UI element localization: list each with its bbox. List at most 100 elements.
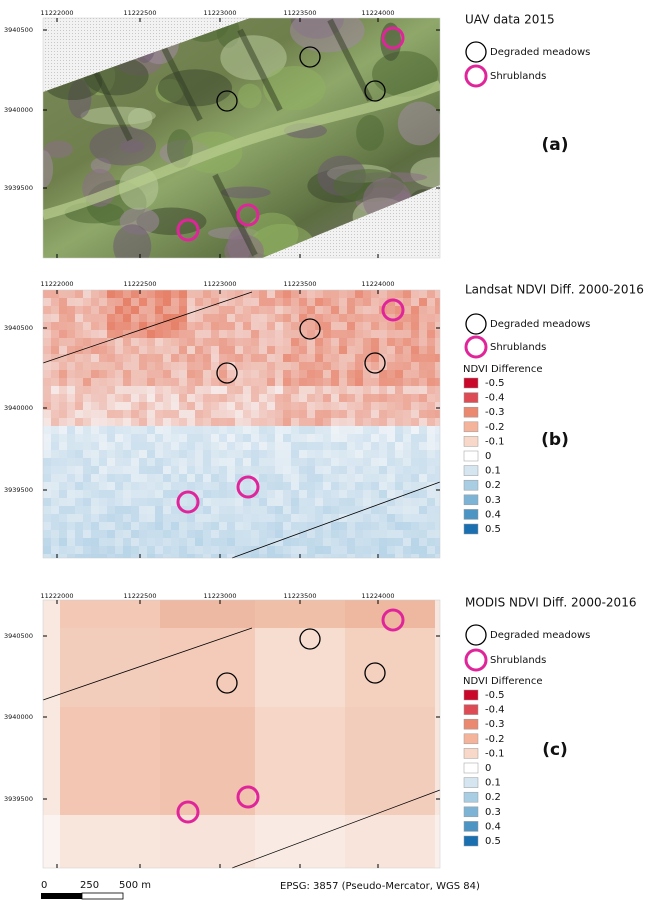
landsat-pixel bbox=[379, 498, 387, 506]
landsat-pixel bbox=[131, 410, 139, 418]
landsat-pixel bbox=[147, 506, 155, 514]
landsat-pixel bbox=[171, 482, 179, 490]
landsat-pixel bbox=[363, 546, 371, 554]
landsat-pixel bbox=[339, 434, 347, 442]
landsat-pixel bbox=[139, 362, 147, 370]
landsat-pixel bbox=[315, 410, 323, 418]
landsat-pixel bbox=[395, 290, 403, 298]
legend-class-label: 0 bbox=[485, 763, 491, 774]
landsat-pixel bbox=[59, 474, 67, 482]
landsat-pixel bbox=[347, 506, 355, 514]
landsat-pixel bbox=[347, 522, 355, 530]
landsat-pixel bbox=[403, 338, 411, 346]
landsat-pixel bbox=[411, 450, 419, 458]
landsat-pixel bbox=[339, 546, 347, 554]
landsat-pixel bbox=[227, 322, 235, 330]
landsat-pixel bbox=[131, 338, 139, 346]
landsat-pixel bbox=[99, 546, 107, 554]
landsat-pixel bbox=[299, 410, 307, 418]
landsat-pixel bbox=[147, 466, 155, 474]
landsat-pixel bbox=[155, 378, 163, 386]
landsat-pixel bbox=[75, 290, 83, 298]
landsat-pixel bbox=[163, 466, 171, 474]
landsat-pixel bbox=[323, 450, 331, 458]
landsat-pixel bbox=[291, 402, 299, 410]
landsat-pixel bbox=[235, 322, 243, 330]
landsat-pixel bbox=[75, 474, 83, 482]
landsat-pixel bbox=[435, 410, 440, 418]
landsat-pixel bbox=[195, 314, 203, 322]
landsat-pixel bbox=[371, 490, 379, 498]
landsat-pixel bbox=[227, 290, 235, 298]
landsat-pixel bbox=[115, 434, 123, 442]
landsat-pixel bbox=[363, 314, 371, 322]
landsat-pixel bbox=[203, 338, 211, 346]
landsat-pixel bbox=[371, 418, 379, 426]
landsat-pixel bbox=[123, 506, 131, 514]
landsat-pixel bbox=[331, 458, 339, 466]
landsat-pixel bbox=[123, 490, 131, 498]
landsat-pixel bbox=[251, 330, 259, 338]
landsat-pixel bbox=[107, 330, 115, 338]
landsat-pixel bbox=[323, 370, 331, 378]
landsat-pixel bbox=[403, 458, 411, 466]
landsat-pixel bbox=[115, 530, 123, 538]
landsat-pixel bbox=[275, 354, 283, 362]
landsat-pixel bbox=[75, 498, 83, 506]
landsat-pixel bbox=[347, 290, 355, 298]
landsat-pixel bbox=[147, 402, 155, 410]
landsat-pixel bbox=[59, 362, 67, 370]
landsat-pixel bbox=[339, 442, 347, 450]
landsat-pixel bbox=[123, 402, 131, 410]
landsat-pixel bbox=[91, 434, 99, 442]
landsat-pixel bbox=[339, 298, 347, 306]
landsat-pixel bbox=[187, 394, 195, 402]
landsat-pixel bbox=[323, 482, 331, 490]
landsat-pixel bbox=[339, 370, 347, 378]
landsat-pixel bbox=[427, 402, 435, 410]
landsat-pixel bbox=[251, 434, 259, 442]
landsat-pixel bbox=[83, 490, 91, 498]
landsat-pixel bbox=[259, 490, 267, 498]
landsat-pixel bbox=[251, 442, 259, 450]
landsat-pixel bbox=[131, 362, 139, 370]
landsat-pixel bbox=[283, 306, 291, 314]
landsat-pixel bbox=[187, 298, 195, 306]
landsat-pixel bbox=[395, 530, 403, 538]
landsat-pixel bbox=[259, 314, 267, 322]
landsat-pixel bbox=[283, 490, 291, 498]
landsat-pixel bbox=[155, 290, 163, 298]
landsat-pixel bbox=[235, 434, 243, 442]
landsat-pixel bbox=[171, 298, 179, 306]
landsat-pixel bbox=[427, 434, 435, 442]
landsat-pixel bbox=[67, 418, 75, 426]
boundary-line bbox=[42, 291, 253, 364]
landsat-pixel bbox=[139, 330, 147, 338]
landsat-pixel bbox=[419, 530, 427, 538]
landsat-pixel bbox=[403, 418, 411, 426]
landsat-pixel bbox=[331, 394, 339, 402]
landsat-pixel bbox=[203, 418, 211, 426]
landsat-pixel bbox=[147, 554, 155, 558]
landsat-pixel bbox=[275, 330, 283, 338]
landsat-pixel bbox=[139, 506, 147, 514]
landsat-pixel bbox=[435, 370, 440, 378]
landsat-pixel bbox=[267, 554, 275, 558]
landsat-pixel bbox=[211, 458, 219, 466]
landsat-pixel bbox=[131, 530, 139, 538]
landsat-pixel bbox=[251, 378, 259, 386]
landsat-pixel bbox=[163, 362, 171, 370]
landsat-pixel bbox=[339, 506, 347, 514]
landsat-pixel bbox=[347, 402, 355, 410]
landsat-pixel bbox=[259, 402, 267, 410]
landsat-pixel bbox=[107, 402, 115, 410]
landsat-pixel bbox=[339, 338, 347, 346]
landsat-pixel bbox=[227, 370, 235, 378]
legend-class-label: 0.5 bbox=[485, 524, 501, 535]
landsat-pixel bbox=[427, 394, 435, 402]
landsat-pixel bbox=[275, 458, 283, 466]
landsat-pixel bbox=[275, 522, 283, 530]
landsat-pixel bbox=[171, 530, 179, 538]
landsat-pixel bbox=[307, 394, 315, 402]
landsat-pixel bbox=[347, 298, 355, 306]
